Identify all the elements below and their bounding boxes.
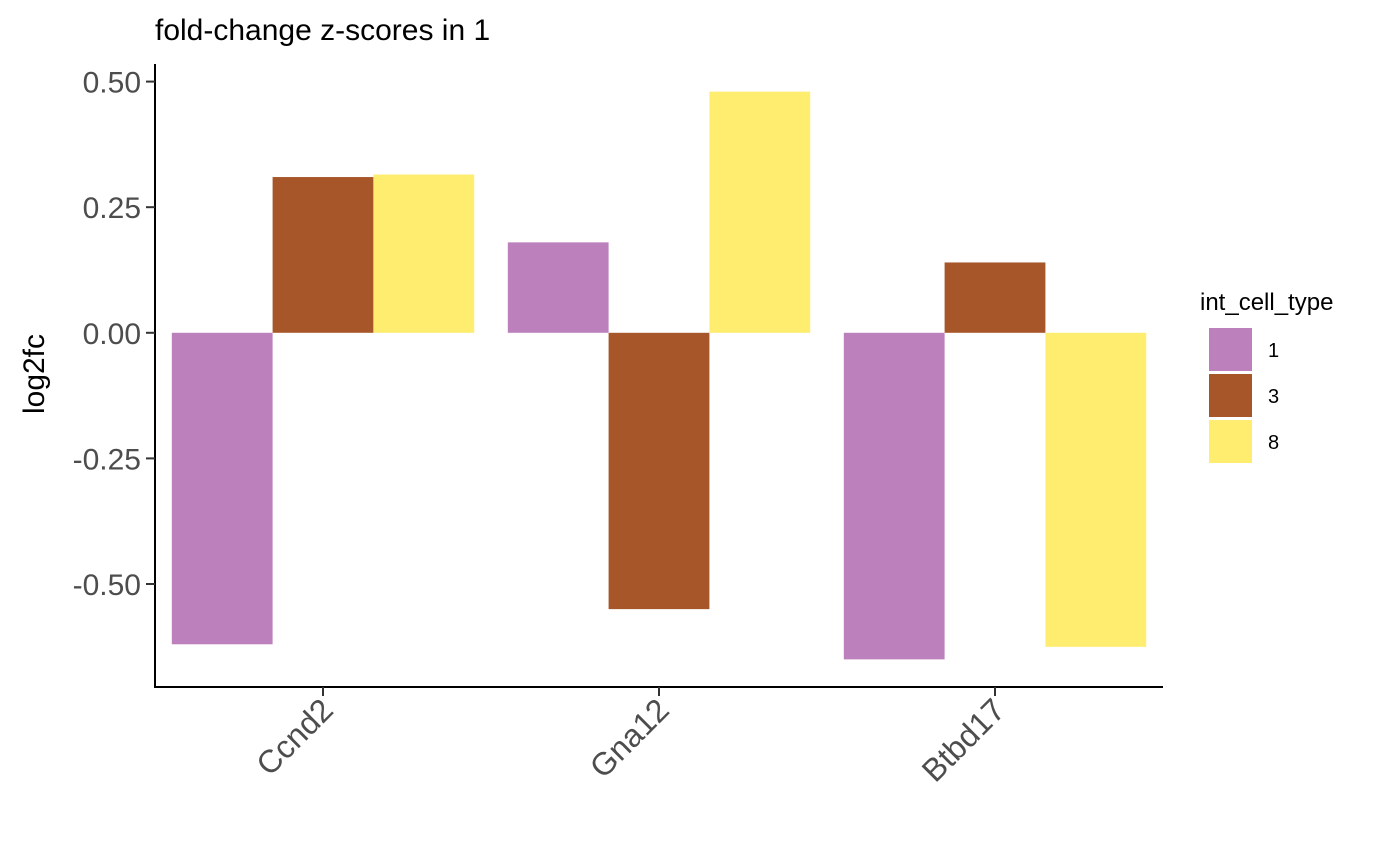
legend-swatch-8 <box>1209 420 1252 463</box>
y-tick-label: -0.50 <box>73 569 141 602</box>
chart-title: fold-change z-scores in 1 <box>155 14 490 47</box>
bar-gna12-series-8 <box>709 91 811 333</box>
x-tick-label-btbd17: Btbd17 <box>915 691 1012 788</box>
y-tick-label: 0.00 <box>83 318 141 351</box>
legend-label-1: 1 <box>1268 340 1279 362</box>
legend-title: int_cell_type <box>1200 289 1333 316</box>
legend-label-8: 8 <box>1268 432 1279 454</box>
bar-btbd17-series-8 <box>1045 332 1147 647</box>
y-tick-label: -0.25 <box>73 443 141 476</box>
legend: int_cell_type 1 3 8 <box>1200 289 1333 463</box>
bar-ccnd2-series-1 <box>171 332 273 645</box>
y-tick-label: 0.25 <box>83 192 141 225</box>
bar-gna12-series-1 <box>507 242 609 333</box>
legend-label-3: 3 <box>1268 386 1279 408</box>
y-axis-ticks: 0.50 0.25 0.00 -0.25 -0.50 <box>73 67 155 602</box>
plot-area <box>171 91 1147 660</box>
bar-btbd17-series-3 <box>944 262 1046 333</box>
bar-btbd17-series-1 <box>843 332 945 660</box>
bar-ccnd2-series-8 <box>373 174 475 333</box>
x-tick-label-gna12: Gna12 <box>583 691 676 784</box>
bar-gna12-series-3 <box>608 332 710 610</box>
y-tick-label: 0.50 <box>83 67 141 100</box>
bar-ccnd2-series-3 <box>272 177 374 333</box>
legend-swatch-3 <box>1209 374 1252 417</box>
y-axis-label: log2fc <box>18 334 51 414</box>
legend-swatch-1 <box>1209 328 1252 371</box>
x-tick-label-ccnd2: Ccnd2 <box>249 691 340 782</box>
x-axis-ticks: Ccnd2 Gna12 Btbd17 <box>249 687 1012 789</box>
